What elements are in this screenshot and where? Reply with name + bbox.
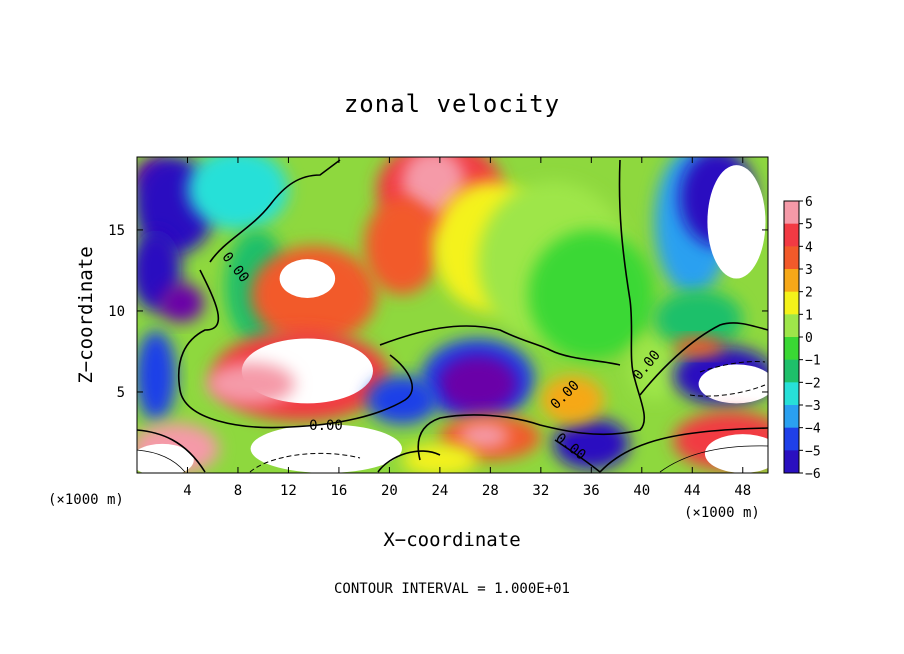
y-tick-label: 15 <box>108 223 125 239</box>
x-tick-label: 20 <box>381 483 398 499</box>
velocity-region <box>553 417 630 470</box>
colorbar-swatch <box>784 450 799 474</box>
velocity-region <box>158 283 204 323</box>
contour-line <box>599 427 768 473</box>
velocity-region <box>279 259 336 298</box>
velocity-region <box>704 434 768 473</box>
velocity-region <box>528 229 655 360</box>
velocity-region <box>206 362 295 405</box>
colorbar-label: −2 <box>805 376 821 391</box>
contour-line <box>209 159 341 263</box>
zero-contours <box>137 159 768 473</box>
colorbar-label: −3 <box>805 399 821 414</box>
colorbar-label: 5 <box>805 218 813 233</box>
contour-line <box>249 452 361 473</box>
colorbar-swatch <box>784 223 799 247</box>
contour-interval-note: CONTOUR INTERVAL = 1.000E+01 <box>334 581 570 597</box>
velocity-region <box>654 289 743 349</box>
x-tick-label: 44 <box>684 483 701 499</box>
velocity-region <box>707 165 766 279</box>
colorbar-label: 3 <box>805 263 813 278</box>
x-unit-label-left: (×1000 m) <box>48 492 124 508</box>
colorbar-swatch <box>784 246 799 270</box>
contour-line <box>689 384 766 397</box>
velocity-region <box>364 197 440 295</box>
velocity-region <box>437 354 519 414</box>
colorbar: 6 5 4 3 2 1 0 −1 −2 −3 −4 −5 −6 <box>783 195 821 482</box>
contour-line <box>137 449 186 473</box>
colorbar-label: 2 <box>805 286 813 301</box>
y-axis-label: Z−coordinate <box>75 246 97 383</box>
colorbar-label: −5 <box>805 444 821 459</box>
contour-line <box>137 429 206 473</box>
colorbar-swatch <box>784 427 799 451</box>
velocity-region <box>673 336 724 357</box>
colorbar-swatch <box>784 291 799 315</box>
contour-line <box>379 325 621 366</box>
x-axis: 4 8 12 16 20 24 28 32 36 40 44 48 <box>183 157 751 499</box>
contour-label: 0.00 <box>309 418 343 434</box>
colorbar-label: −6 <box>805 467 821 482</box>
colorbar-label: 4 <box>805 240 813 255</box>
colorbar-label: −4 <box>805 422 821 437</box>
velocity-region <box>540 375 604 425</box>
x-axis-label: X−coordinate <box>383 529 520 551</box>
colorbar-label: 0 <box>805 331 813 346</box>
dashed-contours <box>249 361 766 473</box>
contour-line <box>178 269 414 429</box>
x-tick-label: 40 <box>633 483 650 499</box>
velocity-region <box>137 443 194 473</box>
x-tick-label: 4 <box>183 483 191 499</box>
contour-line <box>377 450 441 473</box>
plot-area: 0.00 0.00 0.00 0.00 0.00 <box>136 156 769 474</box>
colorbar-swatch <box>784 269 799 293</box>
contour-line <box>639 322 768 396</box>
colorbar-label: 1 <box>805 308 813 323</box>
contour-line <box>417 159 645 461</box>
colorbar-label: −1 <box>805 354 821 369</box>
velocity-region <box>366 375 438 425</box>
y-tick-label: 10 <box>108 304 125 320</box>
contour-line <box>659 445 768 473</box>
velocity-region <box>458 422 510 449</box>
velocity-region <box>137 330 177 422</box>
colorbar-swatch <box>784 359 799 383</box>
y-tick-label: 5 <box>117 385 125 401</box>
colorbar-swatch <box>784 405 799 429</box>
x-tick-label: 8 <box>234 483 242 499</box>
velocity-region <box>629 335 680 401</box>
contour-line <box>554 439 601 473</box>
velocity-region <box>250 424 402 473</box>
x-tick-label: 28 <box>482 483 499 499</box>
velocity-region <box>402 157 466 214</box>
x-unit-label-right: (×1000 m) <box>684 505 760 521</box>
colorbar-swatch <box>784 382 799 406</box>
x-tick-label: 48 <box>734 483 751 499</box>
colorbar-label: 6 <box>805 195 813 210</box>
x-tick-label: 36 <box>583 483 600 499</box>
colorbar-swatch <box>784 201 799 225</box>
contour-line <box>699 361 766 373</box>
velocity-field <box>137 157 768 473</box>
velocity-region <box>698 364 768 404</box>
chart-title: zonal velocity <box>344 90 560 118</box>
thin-contours <box>137 445 768 473</box>
x-tick-label: 16 <box>330 483 347 499</box>
x-tick-label: 12 <box>280 483 297 499</box>
y-axis: 5 10 15 <box>108 223 768 401</box>
colorbar-swatch <box>784 314 799 338</box>
colorbar-swatch <box>784 337 799 361</box>
x-tick-label: 32 <box>532 483 549 499</box>
plot-frame <box>136 156 769 474</box>
x-tick-label: 24 <box>431 483 448 499</box>
